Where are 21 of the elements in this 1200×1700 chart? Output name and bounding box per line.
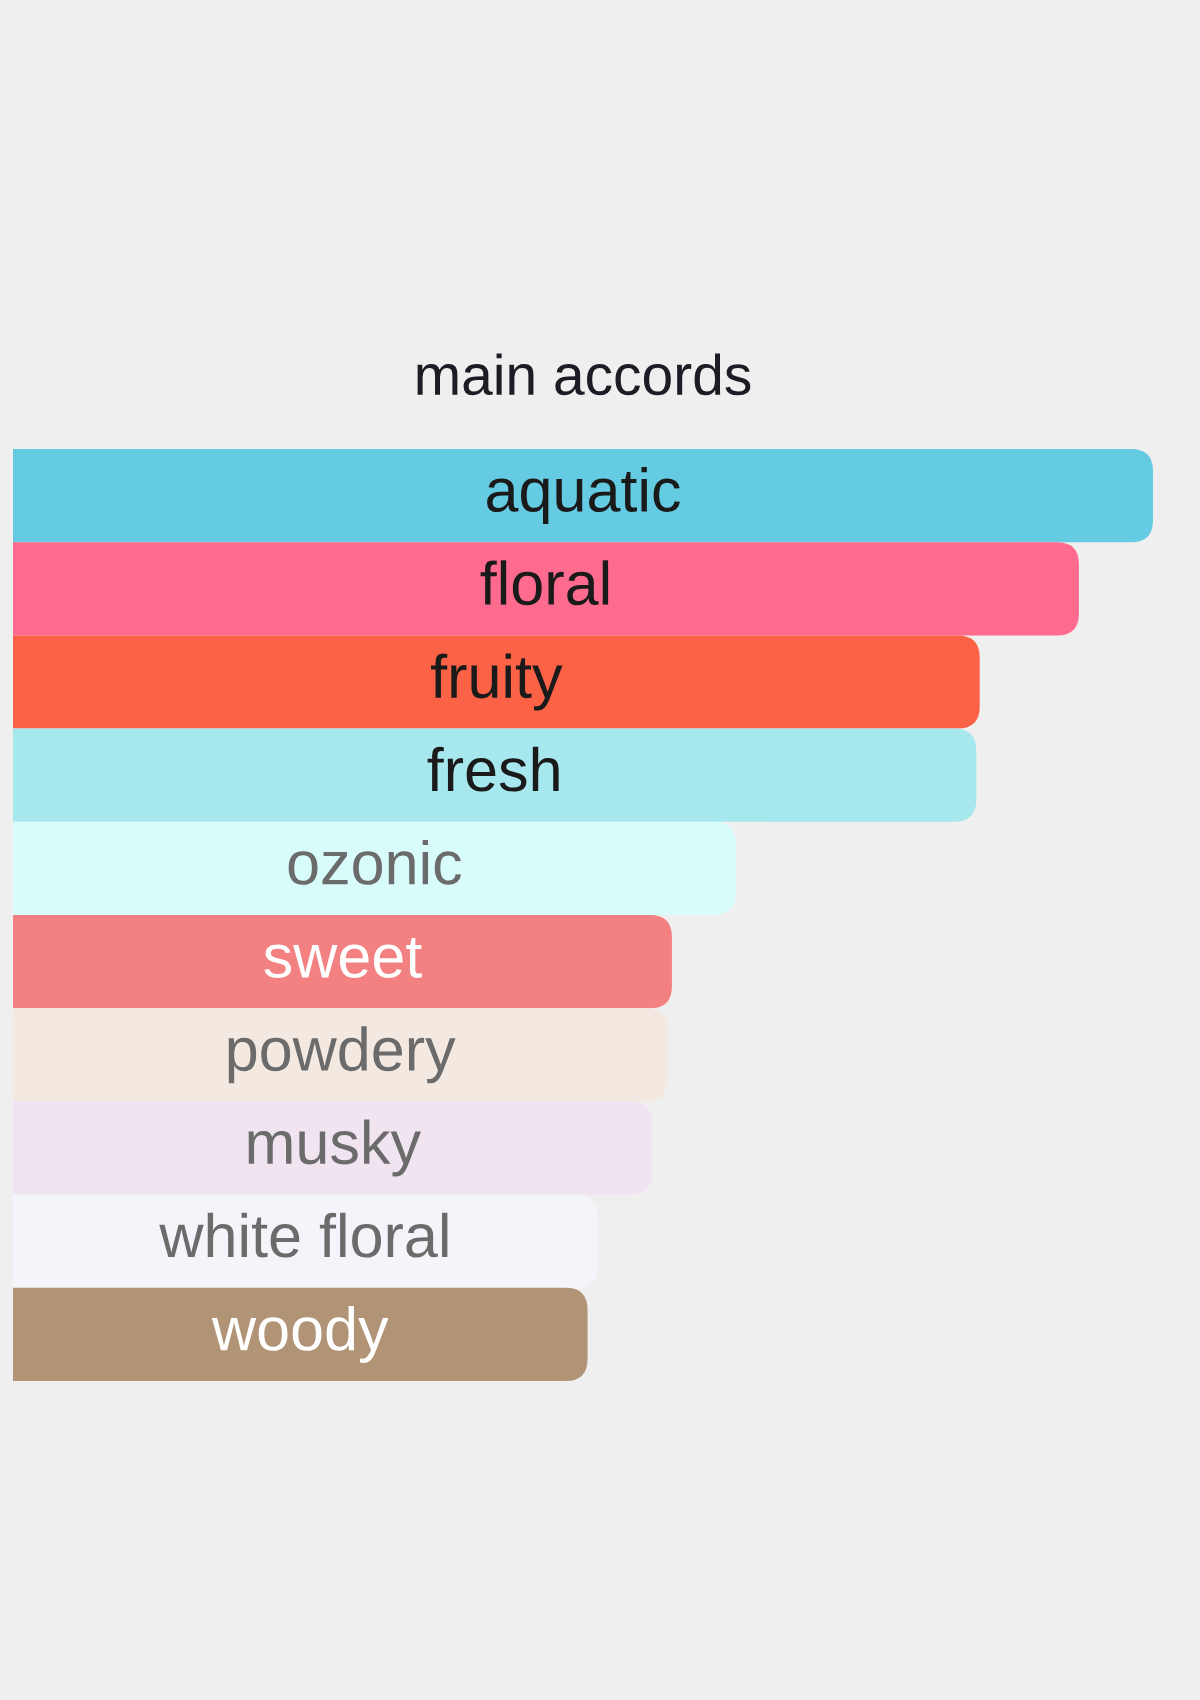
y-tick-label: musky (248, 1119, 421, 1177)
y-tick-label: fresh (427, 746, 559, 792)
bar (13, 635, 980, 729)
bar (13, 1008, 668, 1102)
y-tick-label: fruity (431, 653, 563, 711)
chart-title: main accords (417, 353, 751, 396)
bar (13, 915, 672, 1009)
y-tick-label: white floral (159, 1212, 448, 1258)
bar (13, 542, 1079, 636)
y-tick-label: woody (211, 1305, 389, 1363)
bar (13, 1101, 653, 1195)
y-tick-label: floral (480, 560, 609, 606)
bar (13, 728, 977, 822)
y-tick-label: ozonic (288, 839, 462, 885)
bar (13, 821, 736, 915)
y-tick-label: aquatic (487, 467, 680, 525)
bar (13, 1287, 588, 1381)
bar (13, 1194, 598, 1288)
bar (13, 449, 1153, 543)
y-tick-label: powdery (228, 1026, 456, 1084)
y-tick-label: sweet (264, 937, 422, 978)
